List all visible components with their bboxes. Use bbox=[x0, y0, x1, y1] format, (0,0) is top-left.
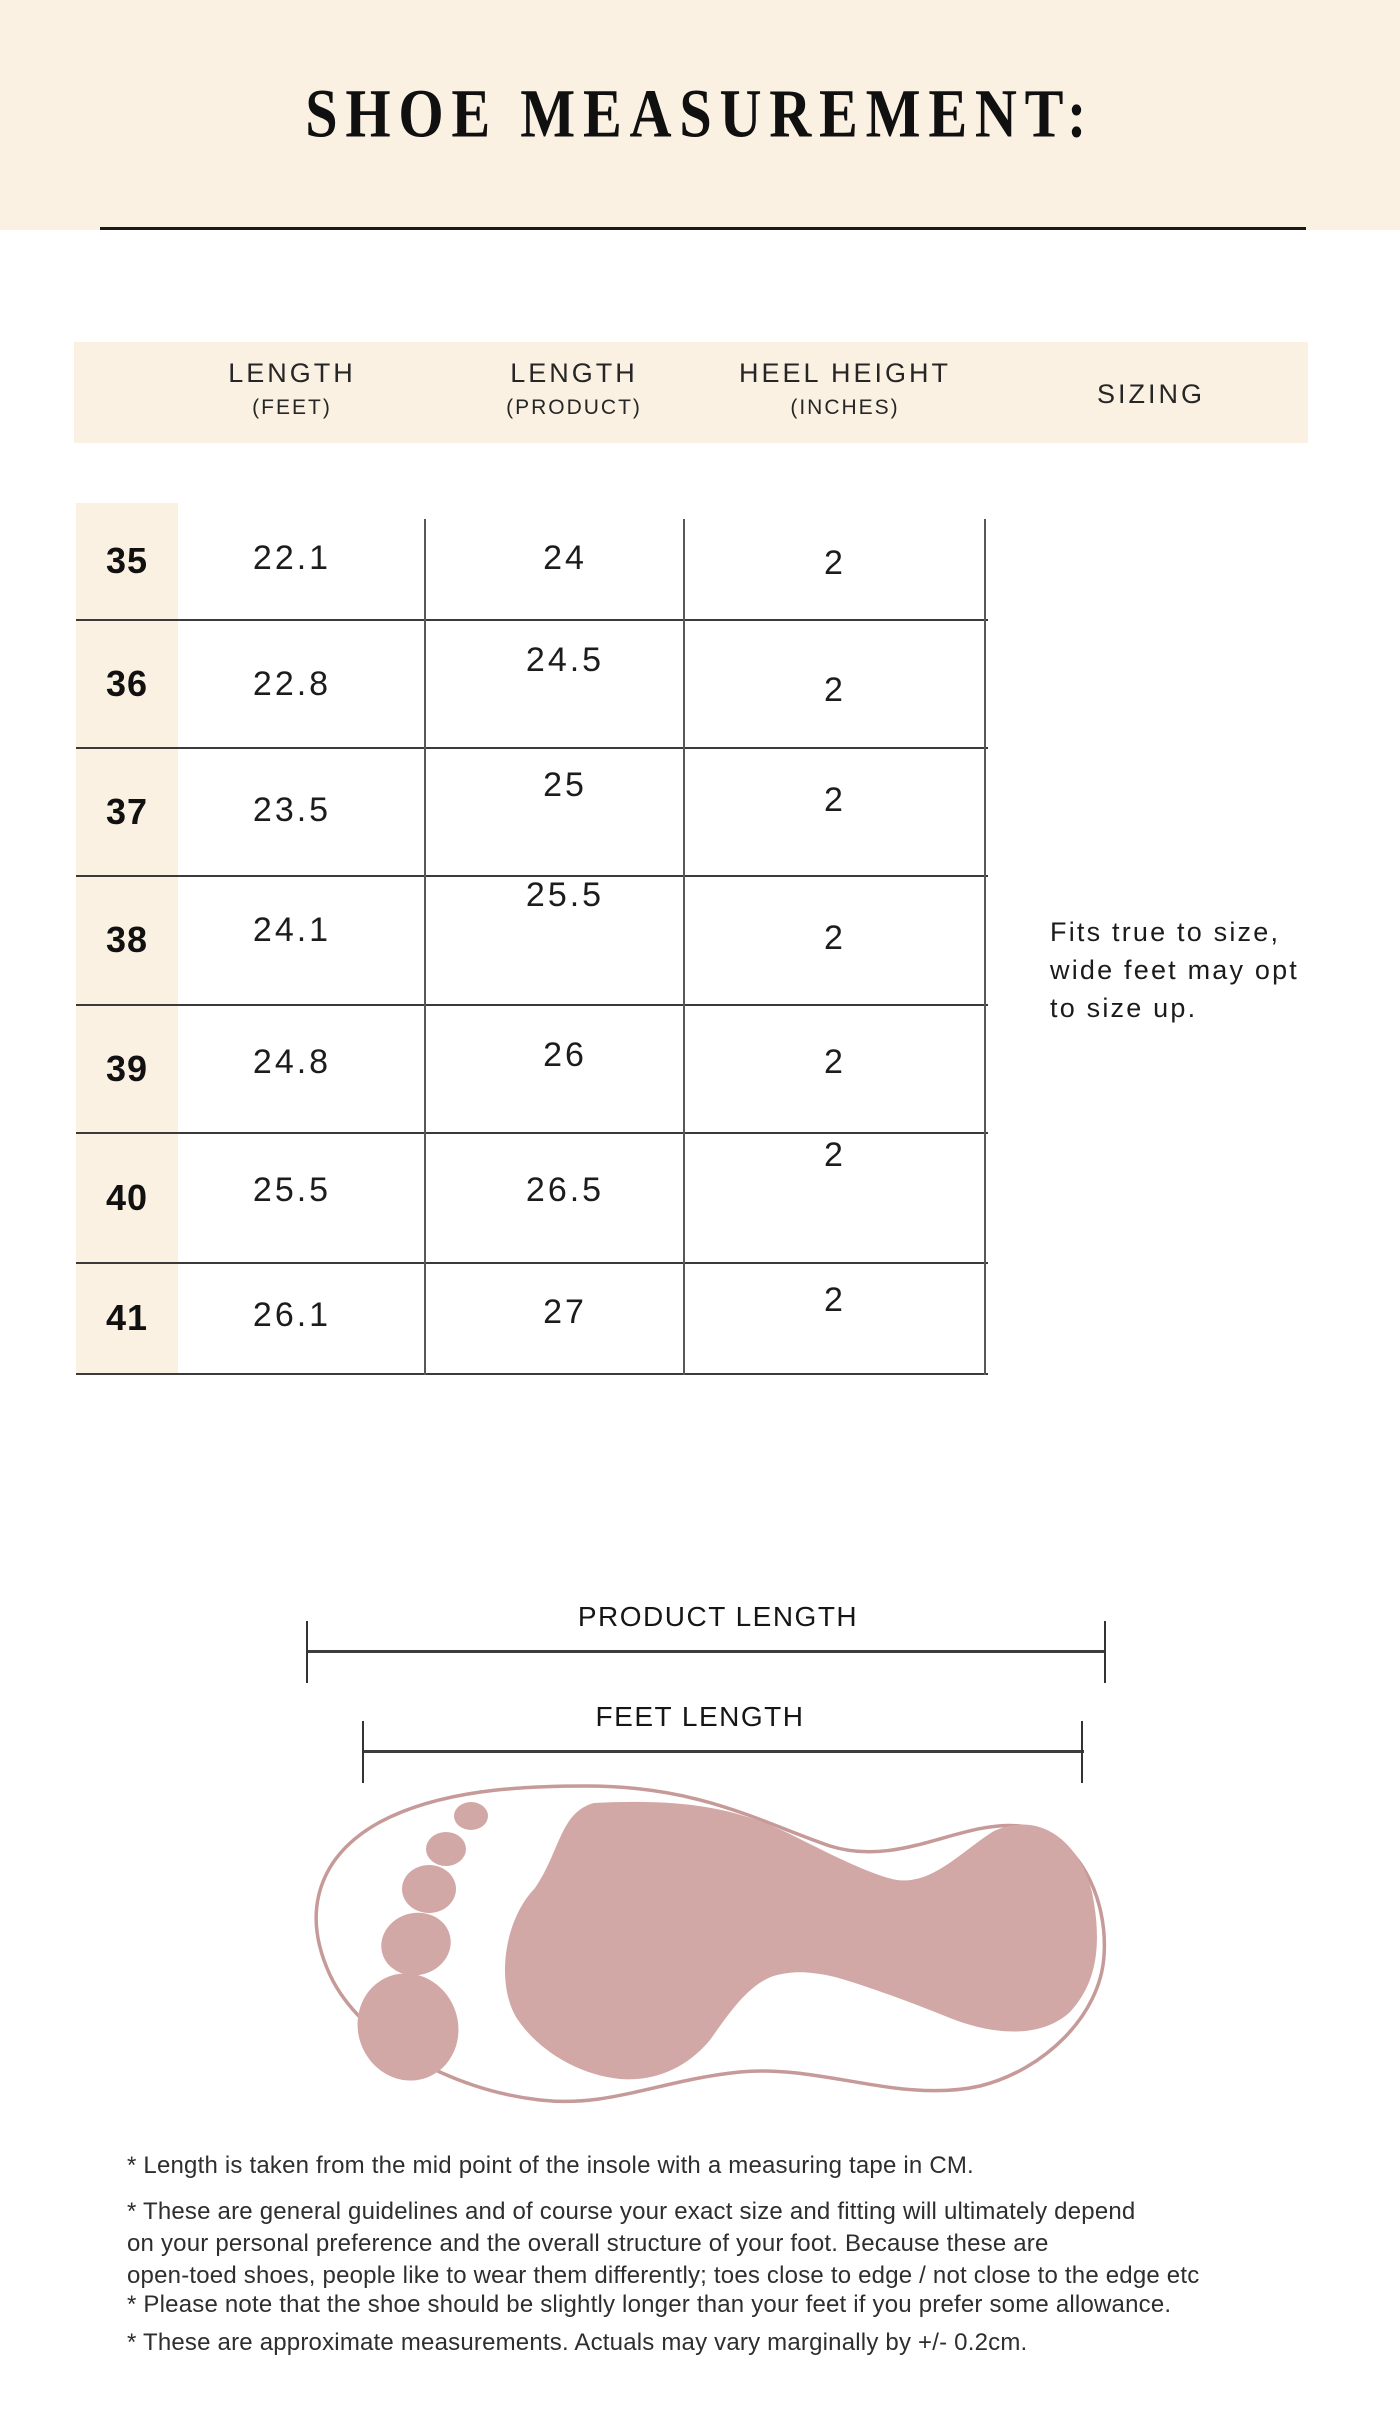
table-row-divider bbox=[76, 1132, 988, 1134]
product-length-cell: 25.5 bbox=[525, 876, 605, 914]
product-length-cell: 24 bbox=[543, 539, 587, 577]
product-length-line bbox=[307, 1650, 1106, 1653]
feet-length-cell: 26.1 bbox=[252, 1296, 332, 1334]
title-banner bbox=[0, 0, 1400, 230]
footnote-line: * Length is taken from the mid point of … bbox=[127, 2152, 974, 2179]
footnote: * Please note that the shoe should be sl… bbox=[127, 2289, 1171, 2321]
size-cell: 40 bbox=[105, 1177, 149, 1218]
feet-length-line bbox=[363, 1750, 1084, 1753]
column-header-label: LENGTH bbox=[510, 358, 638, 388]
big-toe bbox=[357, 1973, 459, 2081]
heel-height-cell: 2 bbox=[824, 1281, 846, 1319]
toe-5 bbox=[454, 1802, 488, 1830]
table-row-divider bbox=[76, 747, 988, 749]
footnote-line: on your personal preference and the over… bbox=[127, 2230, 1049, 2257]
size-cell: 39 bbox=[105, 1048, 149, 1089]
heel-height-cell: 2 bbox=[824, 671, 846, 709]
footprint-illustration bbox=[314, 1784, 1107, 2104]
footnote: * Length is taken from the mid point of … bbox=[127, 2150, 974, 2182]
product-length-cell: 25 bbox=[543, 766, 587, 804]
heel-height-cell: 2 bbox=[824, 544, 846, 582]
title-divider bbox=[100, 227, 1306, 230]
product-length-tick-right bbox=[1104, 1621, 1106, 1683]
product-length-label: PRODUCT LENGTH bbox=[577, 1601, 859, 1632]
column-header-label: SIZING bbox=[1096, 379, 1206, 409]
page-title: SHOE MEASUREMENT: bbox=[0, 76, 1400, 151]
column-header-length-feet: LENGTH (FEET) bbox=[228, 358, 356, 420]
footnote: * These are approximate measurements. Ac… bbox=[127, 2327, 1027, 2359]
footnote-line: * These are approximate measurements. Ac… bbox=[127, 2329, 1028, 2356]
sizing-note-line: wide feet may opt bbox=[1050, 955, 1300, 985]
size-cell: 41 bbox=[105, 1297, 149, 1338]
toe-4 bbox=[426, 1832, 466, 1866]
size-cell: 38 bbox=[105, 919, 149, 960]
table-row-divider bbox=[76, 1262, 988, 1264]
toe-2 bbox=[381, 1912, 451, 1976]
product-length-cell: 27 bbox=[543, 1293, 587, 1331]
column-header-sizing: SIZING bbox=[1097, 379, 1205, 410]
heel-height-cell: 2 bbox=[824, 781, 846, 819]
table-row-divider bbox=[76, 619, 988, 621]
footnote-line: * Please note that the shoe should be sl… bbox=[127, 2291, 1172, 2318]
footprint-pad bbox=[504, 1801, 1097, 2080]
feet-length-cell: 23.5 bbox=[252, 791, 332, 829]
toe-3 bbox=[402, 1865, 456, 1913]
column-header-heel-height: HEEL HEIGHT (INCHES) bbox=[739, 358, 951, 420]
table-column-divider bbox=[984, 519, 986, 1375]
feet-length-tick-left bbox=[362, 1721, 364, 1783]
table-bottom-border bbox=[76, 1373, 988, 1375]
sizing-note-line: to size up. bbox=[1050, 993, 1198, 1023]
size-column-background bbox=[76, 503, 178, 1375]
table-row-divider bbox=[76, 1004, 988, 1006]
column-header-label: LENGTH bbox=[228, 358, 356, 388]
feet-length-cell: 22.8 bbox=[252, 665, 332, 703]
column-header-length-product: LENGTH (PRODUCT) bbox=[506, 358, 642, 420]
feet-length-cell: 24.8 bbox=[252, 1043, 332, 1081]
feet-length-cell: 24.1 bbox=[252, 911, 332, 949]
product-length-cell: 24.5 bbox=[525, 641, 605, 679]
footnote-line: open-toed shoes, people like to wear the… bbox=[127, 2262, 1200, 2289]
feet-length-cell: 22.1 bbox=[252, 539, 332, 577]
heel-height-cell: 2 bbox=[824, 1043, 846, 1081]
table-header-band bbox=[74, 342, 1308, 443]
column-header-label: HEEL HEIGHT bbox=[738, 358, 952, 388]
product-length-tick-left bbox=[306, 1621, 308, 1683]
table-column-divider bbox=[424, 519, 426, 1375]
size-cell: 36 bbox=[105, 663, 149, 704]
table-column-divider bbox=[683, 519, 685, 1375]
product-length-cell: 26 bbox=[543, 1036, 587, 1074]
feet-length-tick-right bbox=[1081, 1721, 1083, 1783]
column-header-sub: (PRODUCT) bbox=[506, 396, 642, 419]
column-header-sub: (FEET) bbox=[252, 396, 332, 419]
footnote-line: * These are general guidelines and of co… bbox=[127, 2198, 1136, 2225]
footnote: * These are general guidelines and of co… bbox=[127, 2196, 1199, 2292]
size-cell: 37 bbox=[105, 791, 149, 832]
product-length-cell: 26.5 bbox=[525, 1171, 605, 1209]
feet-length-cell: 25.5 bbox=[252, 1171, 332, 1209]
size-cell: 35 bbox=[105, 540, 149, 581]
insole-outline bbox=[314, 1784, 1107, 2104]
heel-height-cell: 2 bbox=[824, 919, 846, 957]
heel-height-cell: 2 bbox=[824, 1136, 846, 1174]
table-row-divider bbox=[76, 875, 988, 877]
sizing-note: Fits true to size, wide feet may opt to … bbox=[1050, 913, 1380, 1027]
column-header-sub: (INCHES) bbox=[790, 396, 900, 419]
sizing-note-line: Fits true to size, bbox=[1050, 917, 1281, 947]
page-title-text: SHOE MEASUREMENT: bbox=[305, 76, 1095, 152]
feet-length-label: FEET LENGTH bbox=[595, 1701, 805, 1732]
